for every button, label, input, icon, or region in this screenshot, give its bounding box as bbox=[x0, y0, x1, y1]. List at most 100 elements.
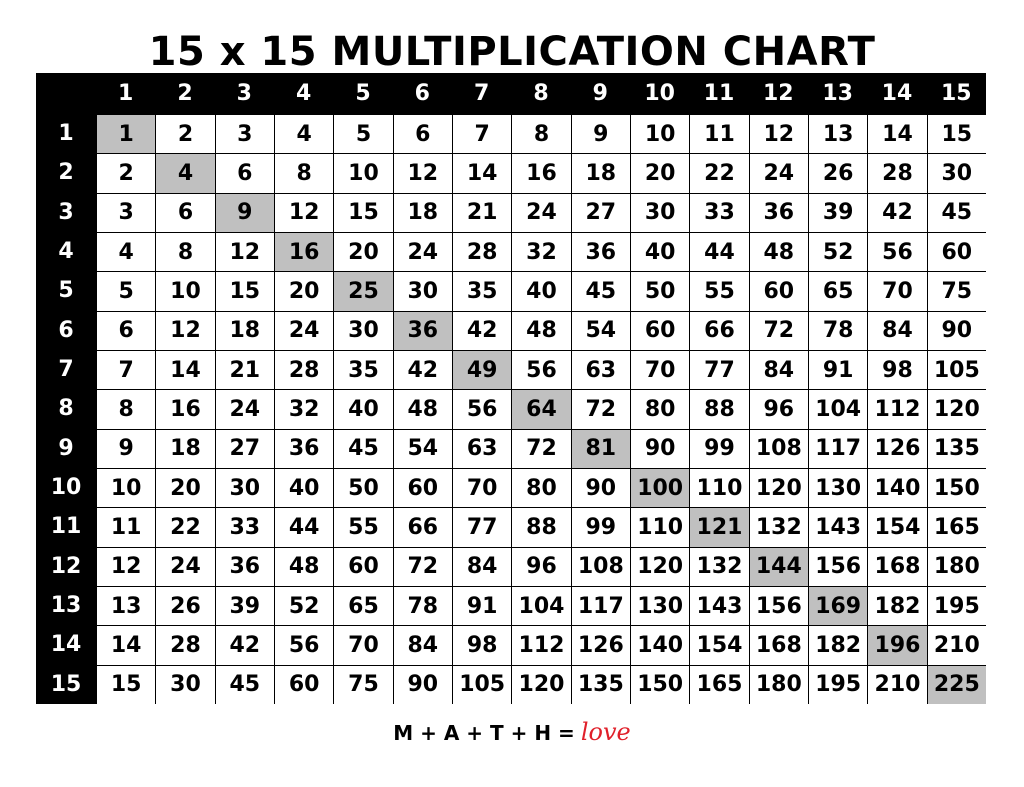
product-cell: 24 bbox=[273, 310, 334, 350]
product-cell: 13 bbox=[96, 585, 156, 626]
row-header: 9 bbox=[36, 428, 96, 468]
product-cell: 126 bbox=[867, 428, 927, 468]
product-cell: 11 bbox=[689, 114, 749, 154]
square-cell: 49 bbox=[451, 349, 512, 390]
product-cell: 10 bbox=[155, 271, 215, 311]
row-header: 10 bbox=[36, 467, 96, 508]
product-cell: 16 bbox=[155, 389, 215, 429]
product-cell: 154 bbox=[867, 507, 927, 547]
product-cell: 75 bbox=[333, 664, 393, 704]
row-header: 2 bbox=[36, 153, 96, 193]
product-cell: 10 bbox=[629, 114, 690, 154]
product-cell: 99 bbox=[689, 428, 749, 468]
product-cell: 36 bbox=[214, 546, 274, 586]
product-cell: 140 bbox=[629, 625, 690, 665]
product-cell: 12 bbox=[214, 231, 274, 272]
product-cell: 45 bbox=[333, 428, 393, 468]
column-header: 15 bbox=[926, 73, 986, 114]
product-cell: 48 bbox=[273, 546, 334, 586]
product-cell: 105 bbox=[926, 349, 986, 390]
product-cell: 66 bbox=[689, 310, 749, 350]
product-cell: 91 bbox=[807, 349, 868, 390]
product-cell: 70 bbox=[451, 467, 512, 508]
product-cell: 77 bbox=[689, 349, 749, 390]
product-cell: 2 bbox=[155, 114, 215, 154]
product-cell: 2 bbox=[96, 153, 156, 193]
product-cell: 80 bbox=[629, 389, 690, 429]
product-cell: 112 bbox=[511, 625, 571, 665]
product-cell: 130 bbox=[629, 585, 690, 626]
product-cell: 180 bbox=[748, 664, 808, 704]
product-cell: 24 bbox=[392, 231, 452, 272]
column-header: 13 bbox=[807, 73, 868, 114]
product-cell: 66 bbox=[392, 507, 452, 547]
product-cell: 42 bbox=[867, 192, 927, 232]
column-header: 14 bbox=[867, 73, 927, 114]
product-cell: 40 bbox=[333, 389, 393, 429]
product-cell: 180 bbox=[926, 546, 986, 586]
row-header: 4 bbox=[36, 231, 96, 272]
product-cell: 60 bbox=[629, 310, 690, 350]
product-cell: 30 bbox=[392, 271, 452, 311]
product-cell: 36 bbox=[570, 231, 630, 272]
product-cell: 84 bbox=[867, 310, 927, 350]
product-cell: 77 bbox=[451, 507, 512, 547]
product-cell: 54 bbox=[570, 310, 630, 350]
product-cell: 20 bbox=[333, 231, 393, 272]
product-cell: 60 bbox=[748, 271, 808, 311]
product-cell: 48 bbox=[511, 310, 571, 350]
product-cell: 14 bbox=[96, 625, 156, 665]
product-cell: 30 bbox=[333, 310, 393, 350]
product-cell: 99 bbox=[570, 507, 630, 547]
product-cell: 88 bbox=[511, 507, 571, 547]
square-cell: 25 bbox=[333, 271, 393, 311]
product-cell: 18 bbox=[570, 153, 630, 193]
product-cell: 72 bbox=[392, 546, 452, 586]
product-cell: 32 bbox=[273, 389, 334, 429]
product-cell: 28 bbox=[867, 153, 927, 193]
square-cell: 81 bbox=[570, 428, 630, 468]
product-cell: 30 bbox=[214, 467, 274, 508]
product-cell: 90 bbox=[570, 467, 630, 508]
product-cell: 132 bbox=[748, 507, 808, 547]
product-cell: 21 bbox=[451, 192, 512, 232]
product-cell: 14 bbox=[867, 114, 927, 154]
footer-equation: M + A + T + H = bbox=[393, 721, 575, 745]
product-cell: 60 bbox=[392, 467, 452, 508]
product-cell: 40 bbox=[629, 231, 690, 272]
product-cell: 39 bbox=[807, 192, 868, 232]
product-cell: 8 bbox=[96, 389, 156, 429]
product-cell: 24 bbox=[748, 153, 808, 193]
product-cell: 36 bbox=[748, 192, 808, 232]
square-cell: 144 bbox=[748, 546, 808, 586]
row-header: 1 bbox=[36, 114, 96, 154]
product-cell: 63 bbox=[451, 428, 512, 468]
product-cell: 15 bbox=[926, 114, 986, 154]
product-cell: 12 bbox=[96, 546, 156, 586]
product-cell: 156 bbox=[807, 546, 868, 586]
product-cell: 18 bbox=[155, 428, 215, 468]
column-header: 12 bbox=[748, 73, 808, 114]
product-cell: 55 bbox=[333, 507, 393, 547]
product-cell: 195 bbox=[807, 664, 868, 704]
product-cell: 108 bbox=[748, 428, 808, 468]
product-cell: 24 bbox=[214, 389, 274, 429]
corner-cell bbox=[36, 73, 96, 114]
product-cell: 27 bbox=[214, 428, 274, 468]
product-cell: 35 bbox=[333, 349, 393, 390]
product-cell: 20 bbox=[629, 153, 690, 193]
row-header: 5 bbox=[36, 271, 96, 311]
product-cell: 30 bbox=[629, 192, 690, 232]
product-cell: 72 bbox=[748, 310, 808, 350]
product-cell: 6 bbox=[155, 192, 215, 232]
product-cell: 12 bbox=[155, 310, 215, 350]
product-cell: 42 bbox=[214, 625, 274, 665]
product-cell: 8 bbox=[511, 114, 571, 154]
product-cell: 132 bbox=[689, 546, 749, 586]
row-header: 14 bbox=[36, 625, 96, 665]
product-cell: 14 bbox=[451, 153, 512, 193]
product-cell: 9 bbox=[96, 428, 156, 468]
product-cell: 90 bbox=[926, 310, 986, 350]
page-title: 15 x 15 MULTIPLICATION CHART bbox=[148, 29, 876, 75]
row-header: 15 bbox=[36, 664, 96, 704]
